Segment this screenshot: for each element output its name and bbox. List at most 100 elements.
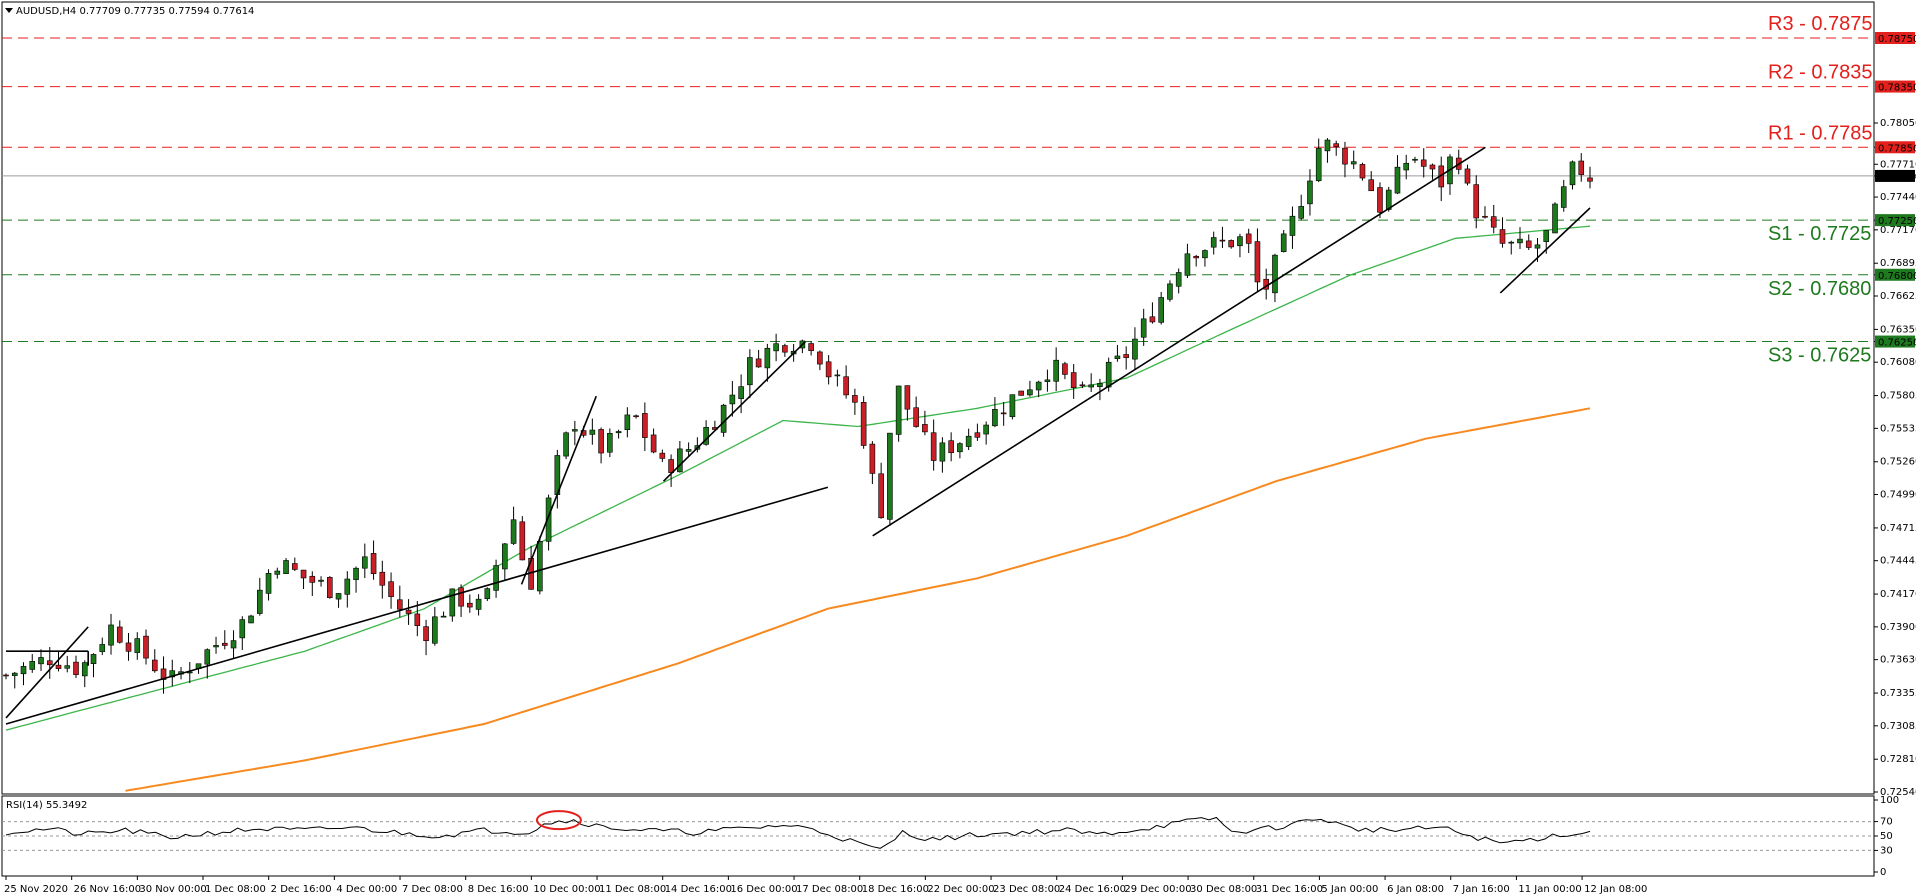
candle-up xyxy=(1105,361,1112,388)
level-badge-s3 xyxy=(1875,335,1915,348)
trendlines xyxy=(5,146,1591,725)
level-badge-text: 0.78750 xyxy=(1878,34,1916,45)
candle-up xyxy=(615,431,622,434)
candle-down xyxy=(755,358,762,368)
trendline[interactable] xyxy=(662,340,807,482)
candle-up xyxy=(957,443,963,453)
candle-down xyxy=(878,473,884,519)
trendline[interactable] xyxy=(520,395,598,585)
candle-down xyxy=(1219,239,1226,242)
candle-down xyxy=(1193,255,1199,259)
time-tick-label: 11 Jan 00:00 xyxy=(1518,884,1581,895)
candle-up xyxy=(1097,383,1103,387)
candle-up xyxy=(1035,381,1042,391)
time-tick-label: 7 Dec 08:00 xyxy=(402,884,463,895)
candle-down xyxy=(825,361,832,378)
candle-up xyxy=(502,543,508,570)
price-tick-label: 0.75535 xyxy=(1880,423,1916,434)
header-triangle-icon[interactable] xyxy=(5,8,13,13)
price-panel-frame xyxy=(1,1,1875,795)
candle-down xyxy=(116,626,123,643)
candle-up xyxy=(773,343,779,352)
candle-up xyxy=(992,409,998,427)
candle-up xyxy=(747,357,753,386)
candle-down xyxy=(379,571,386,586)
time-tick-label: 8 Dec 16:00 xyxy=(468,884,529,895)
candle-up xyxy=(729,394,736,405)
time-tick-label: 10 Dec 00:00 xyxy=(533,884,600,895)
candle-up xyxy=(1394,166,1401,194)
time-tick-label: 11 Dec 08:00 xyxy=(599,884,666,895)
candle-down xyxy=(1333,143,1340,148)
candle-up xyxy=(449,588,456,617)
candle-down xyxy=(904,385,911,410)
candle-up xyxy=(475,598,482,610)
candle-up xyxy=(318,579,324,582)
candle-up xyxy=(1140,318,1147,338)
time-tick-label: 1 Dec 08:00 xyxy=(205,884,266,895)
rsi-tick-label: 0 xyxy=(1880,867,1886,878)
candle-up xyxy=(1543,230,1550,242)
ma-line-ma50 xyxy=(5,225,1591,731)
candle-up xyxy=(38,657,44,665)
candle-up xyxy=(169,670,176,678)
candle-down xyxy=(151,659,158,672)
candle-up xyxy=(607,432,613,453)
level-badge-s2 xyxy=(1875,268,1915,281)
time-tick-label: 12 Jan 08:00 xyxy=(1584,884,1647,895)
trendline[interactable] xyxy=(5,486,829,725)
current-price-text: 0.77614 xyxy=(1878,172,1916,183)
candle-up xyxy=(108,624,114,646)
candle-down xyxy=(1079,384,1086,387)
candle-up xyxy=(265,573,272,594)
support-resistance-levels xyxy=(2,37,1874,343)
level-badge-s1 xyxy=(1875,214,1915,227)
trendline[interactable] xyxy=(5,626,89,719)
candle-up xyxy=(563,432,569,457)
time-tick-label: 2 Dec 16:00 xyxy=(271,884,332,895)
candle-up xyxy=(572,429,578,432)
candle-down xyxy=(309,575,316,583)
candle-down xyxy=(1368,179,1375,192)
trendline[interactable] xyxy=(1499,207,1591,294)
candle-down xyxy=(852,395,858,403)
candle-up xyxy=(1289,215,1296,236)
candle-up xyxy=(1517,238,1523,244)
candle-up xyxy=(213,645,219,648)
candle-up xyxy=(887,432,893,520)
trendline[interactable] xyxy=(872,146,1486,537)
candle-up xyxy=(29,661,36,670)
candle-down xyxy=(1359,164,1366,179)
time-tick-label: 31 Dec 16:00 xyxy=(1256,884,1323,895)
candle-down xyxy=(1464,168,1471,184)
candle-down xyxy=(370,553,377,574)
candle-down xyxy=(1149,316,1156,323)
candle-down xyxy=(1062,363,1068,375)
candle-down xyxy=(922,424,928,433)
candle-down xyxy=(782,345,788,353)
candle-down xyxy=(668,459,674,473)
level-label-r2: R2 - 0.7835 xyxy=(1768,62,1873,84)
candle-up xyxy=(677,448,683,473)
candle-up xyxy=(1350,161,1357,165)
level-label-s3: S3 - 0.7625 xyxy=(1768,345,1871,367)
candle-up xyxy=(834,374,841,377)
rsi-axis: 100 70 50 30 0 xyxy=(1874,795,1899,878)
price-tick-label: 0.73085 xyxy=(1880,721,1916,732)
time-tick-label: 26 Nov 16:00 xyxy=(74,884,141,895)
candle-down xyxy=(817,351,823,365)
level-badge-text: 0.77250 xyxy=(1878,216,1916,227)
candle-down xyxy=(913,407,919,427)
candle-up xyxy=(1053,359,1059,382)
time-tick-label: 30 Nov 00:00 xyxy=(139,884,206,895)
level-badge-r1 xyxy=(1875,141,1915,154)
candle-up xyxy=(1324,139,1331,152)
rsi-header: RSI(14) 55.3492 xyxy=(6,800,87,811)
candle-down xyxy=(414,613,421,626)
candle-up xyxy=(11,672,18,676)
